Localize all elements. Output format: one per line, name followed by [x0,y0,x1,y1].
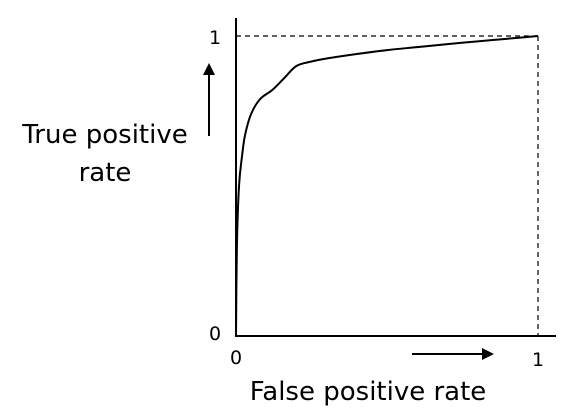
y-direction-arrow [203,63,215,136]
y-axis-label-line-1: True positive [21,120,187,150]
x-tick-0: 0 [230,347,242,369]
y-axis-label-line-2: rate [79,158,132,188]
x-axis-label: False positive rate [250,377,487,407]
roc-curve [235,35,539,337]
x-direction-arrow [412,348,494,360]
x-tick-1: 1 [532,349,544,371]
y-tick-1: 1 [209,27,221,49]
y-tick-0: 0 [209,323,221,345]
